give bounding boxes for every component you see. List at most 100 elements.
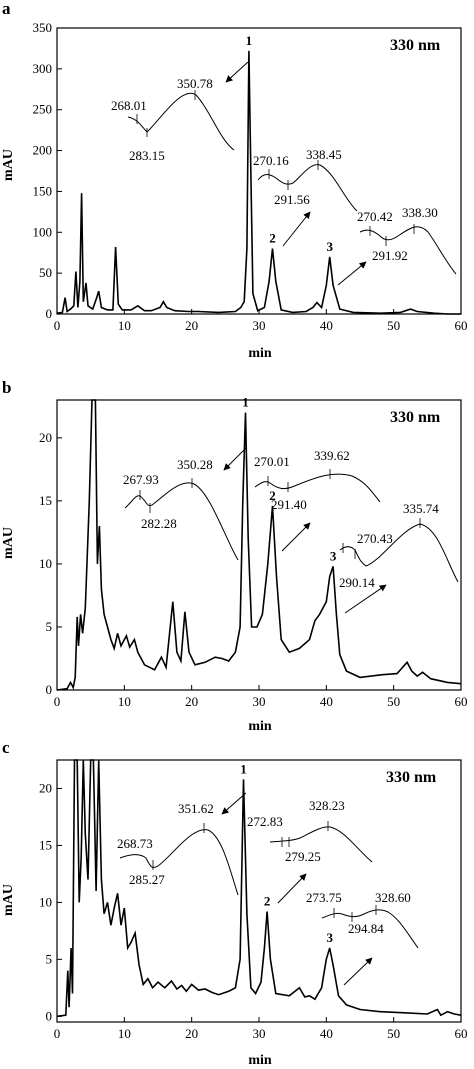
panel-a: a 330 nm mAU min 0 10 20 30 40 50 60 0 50 100 150 2… [1,0,468,361]
uv-spectrum-peak1-a: 268.01 283.15 350.78 [111,61,249,163]
x-tick-label: 20 [185,318,198,333]
spectrum-arrow [221,792,247,815]
x-tick-label: 40 [320,1026,333,1041]
x-axis-label-a: min [248,346,272,361]
y-axis-label-a: mAU [1,149,16,181]
x-tick-label: 30 [253,318,266,333]
y-tick-label: 150 [33,183,53,198]
spectrum-wavelength: 328.23 [309,798,345,813]
spectrum-curve [321,909,419,949]
spectrum-curve [359,226,457,275]
spectrum-wavelength: 283.15 [129,148,165,163]
peak-labels-c: 1 2 3 [240,761,333,945]
y-tick-label: 100 [33,224,53,239]
spectrum-arrow [225,61,249,83]
x-tick-label: 0 [54,694,61,709]
peak-number-label: 2 [264,894,271,909]
spectrum-wavelength: 270.01 [254,454,290,469]
y-tick-label: 350 [33,20,53,35]
spectrum-wavelength: 270.16 [253,153,289,168]
axes-b: 0 10 20 30 40 50 60 0 5 10 15 20 [39,399,468,709]
y-tick-label: 250 [33,102,53,117]
y-tick-label: 0 [46,682,53,697]
peak-number-label: 3 [326,239,333,254]
spectrum-curve [339,523,459,583]
axes-a: 0 10 20 30 40 50 60 0 50 100 150 200 250 300 350 [33,20,468,333]
y-tick-label: 0 [46,1008,53,1023]
y-tick-label: 10 [39,894,52,909]
x-tick-label: 30 [253,694,266,709]
spectrum-wavelength: 339.62 [314,448,350,463]
uv-spectrum-peak1-c: 268.73 285.27 351.62 [117,792,247,896]
x-tick-label: 10 [118,694,131,709]
panel-b: b 330 nm mAU min 0 10 20 30 40 50 60 0 5 10 15 20 1… [1,378,468,734]
peak-number-label: 3 [330,548,337,563]
spectrum-wavelength: 291.56 [274,192,310,207]
peak-labels-b: 1 2 3 [242,395,337,564]
spectrum-wavelength: 270.43 [357,531,393,546]
spectrum-curve [119,829,239,896]
y-axis-label-b: mAU [1,527,16,559]
spectrum-wavelength: 279.25 [285,849,321,864]
peak-number-label: 1 [242,395,249,410]
peak-number-label: 3 [326,930,333,945]
chromatogram-trace-c [56,759,462,1018]
uv-spectrum-peak3-a: 270.42 338.30 291.92 [337,205,457,286]
x-tick-label: 40 [320,318,333,333]
y-tick-label: 15 [39,493,52,508]
spectrum-wavelength: 335.74 [403,501,439,516]
y-tick-label: 20 [39,780,52,795]
spectrum-wavelength: 350.78 [177,76,213,91]
y-tick-label: 15 [39,837,52,852]
y-tick-label: 50 [39,265,52,280]
uv-spectrum-peak3-c: 273.75 294.84 328.60 [306,890,419,986]
uv-spectrum-peak2-c: 272.83 279.25 328.23 [247,798,373,904]
spectrum-wavelength: 338.45 [306,147,342,162]
wavelength-label-b: 330 nm [390,409,441,426]
spectrum-arrow [277,873,307,904]
spectrum-wavelength: 291.92 [372,248,408,263]
spectrum-wavelength: 328.60 [375,890,411,905]
x-tick-label: 20 [185,694,198,709]
x-tick-label: 50 [387,318,400,333]
uv-spectrum-peak1-b: 267.93 282.28 350.28 [123,447,247,561]
spectrum-wavelength: 291.40 [271,497,307,512]
spectrum-curve [127,92,235,151]
panel-label-c: c [2,738,10,757]
spectrum-wavelength: 267.93 [123,472,159,487]
spectrum-wavelength: 268.73 [117,836,153,851]
x-tick-label: 0 [54,1026,61,1041]
x-tick-label: 30 [253,1026,266,1041]
spectrum-arrow [282,211,311,247]
y-tick-label: 300 [33,61,53,76]
x-tick-label: 40 [320,694,333,709]
peak-number-label: 2 [269,231,276,246]
spectrum-wavelength: 351.62 [178,801,214,816]
uv-spectrum-peak2-a: 270.16 291.56 338.45 [253,147,358,247]
y-tick-label: 5 [46,951,53,966]
spectrum-wavelength: 270.42 [357,209,393,224]
wavelength-label-c: 330 nm [386,769,437,786]
y-tick-label: 200 [33,143,53,158]
spectrum-wavelength: 273.75 [306,890,342,905]
plot-frame [56,27,462,315]
spectrum-wavelength: 290.14 [339,575,375,590]
uv-spectrum-peak2-b: 270.01 291.40 339.62 [254,448,381,552]
wavelength-label-a: 330 nm [390,37,441,54]
spectrum-arrow [223,447,247,471]
spectrum-arrow [281,522,311,552]
y-tick-label: 10 [39,556,52,571]
axes-c: 0 10 20 30 40 50 60 0 5 10 15 20 [39,759,468,1041]
x-tick-label: 60 [455,318,468,333]
x-tick-label: 20 [185,1026,198,1041]
spectrum-wavelength: 285.27 [129,872,165,887]
spectrum-wavelength: 338.30 [402,205,438,220]
x-tick-label: 10 [118,318,131,333]
y-tick-label: 5 [46,619,53,634]
spectrum-curve [257,164,358,212]
x-tick-label: 60 [455,1026,468,1041]
peak-number-label: 1 [240,761,247,776]
x-axis-label-b: min [248,719,272,734]
peak-number-label: 2 [269,488,276,503]
